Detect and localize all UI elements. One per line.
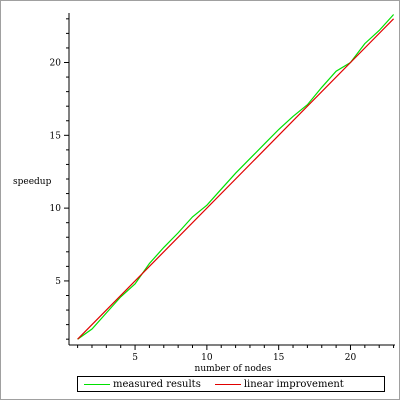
y-tick-label: 20 [50,59,62,69]
legend: measured results linear improvement [77,376,385,392]
legend-label-measured: measured results [113,378,201,390]
series-line-1 [77,18,395,340]
x-axis-label: number of nodes [195,364,272,374]
x-tick-label: 20 [345,353,357,363]
x-tick-label: 10 [201,353,213,363]
x-tick-label: 15 [273,353,285,363]
legend-swatch-measured [84,383,110,385]
legend-entry-measured: measured results [84,379,201,390]
y-tick-label: 10 [50,204,62,214]
legend-swatch-linear [214,383,241,385]
legend-entry-linear: linear improvement [214,378,344,390]
y-axis-label: speedup [13,177,52,187]
x-tick-label: 5 [132,353,138,363]
series-line-0 [77,14,395,340]
axes: 5 10 15 20 5 10 15 20 [50,13,395,363]
y-tick-label: 15 [50,131,62,141]
legend-label-linear: linear improvement [243,378,344,390]
y-tick-label: 5 [55,277,61,287]
series-layer [77,14,395,340]
